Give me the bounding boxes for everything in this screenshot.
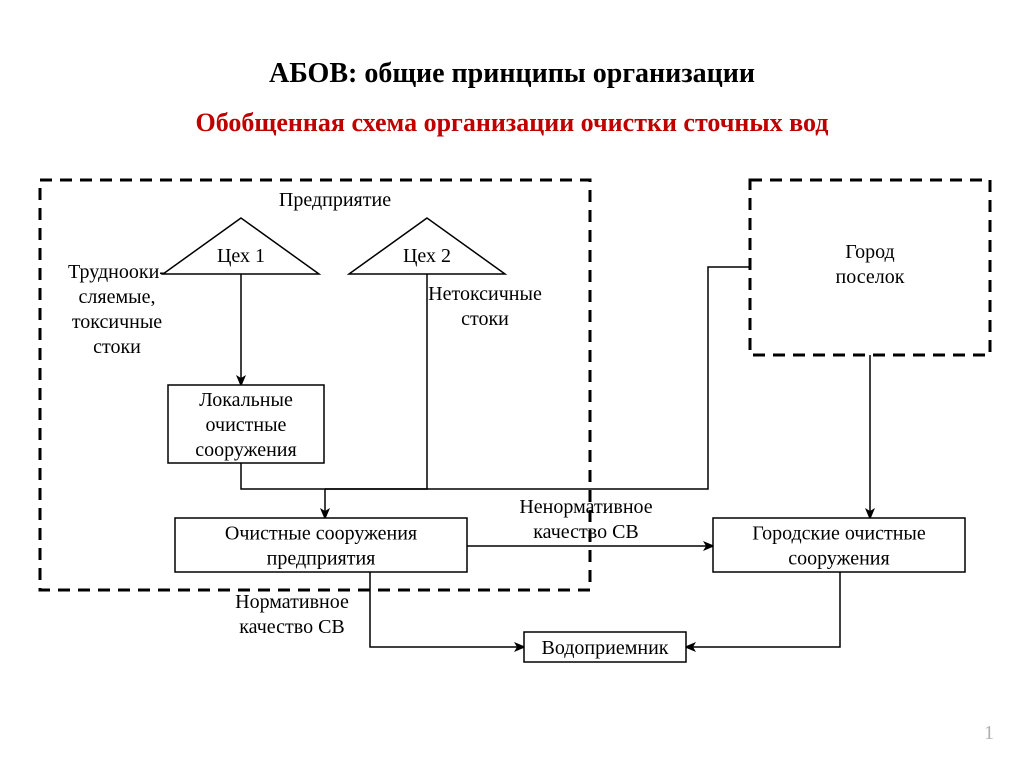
enterprise-label: Предприятие [279,189,391,211]
toxic-label: Труднооки-сляемые,токсичныестоки [68,261,166,358]
workshop2-label: Цех 2 [403,245,451,267]
norm-label: Нормативноекачество СВ [235,591,349,638]
workshop1-label: Цех 1 [217,245,265,267]
e-w2-ent [325,274,427,489]
receiver-label: Водоприемник [541,637,668,659]
nonnorm-label: Ненормативноекачество СВ [519,496,652,543]
e-ent-recv [370,572,524,647]
e-city-recv [686,572,840,647]
nontoxic-label: Нетоксичныестоки [428,283,542,330]
city-label: Городпоселок [836,241,905,288]
local-treatment-label: Локальныеочистныесооружения [195,389,296,461]
flowchart-diagram: Цех 1Цех 2ЛокальныеочистныесооруженияОчи… [0,0,1024,767]
e-local-ent [241,463,325,518]
